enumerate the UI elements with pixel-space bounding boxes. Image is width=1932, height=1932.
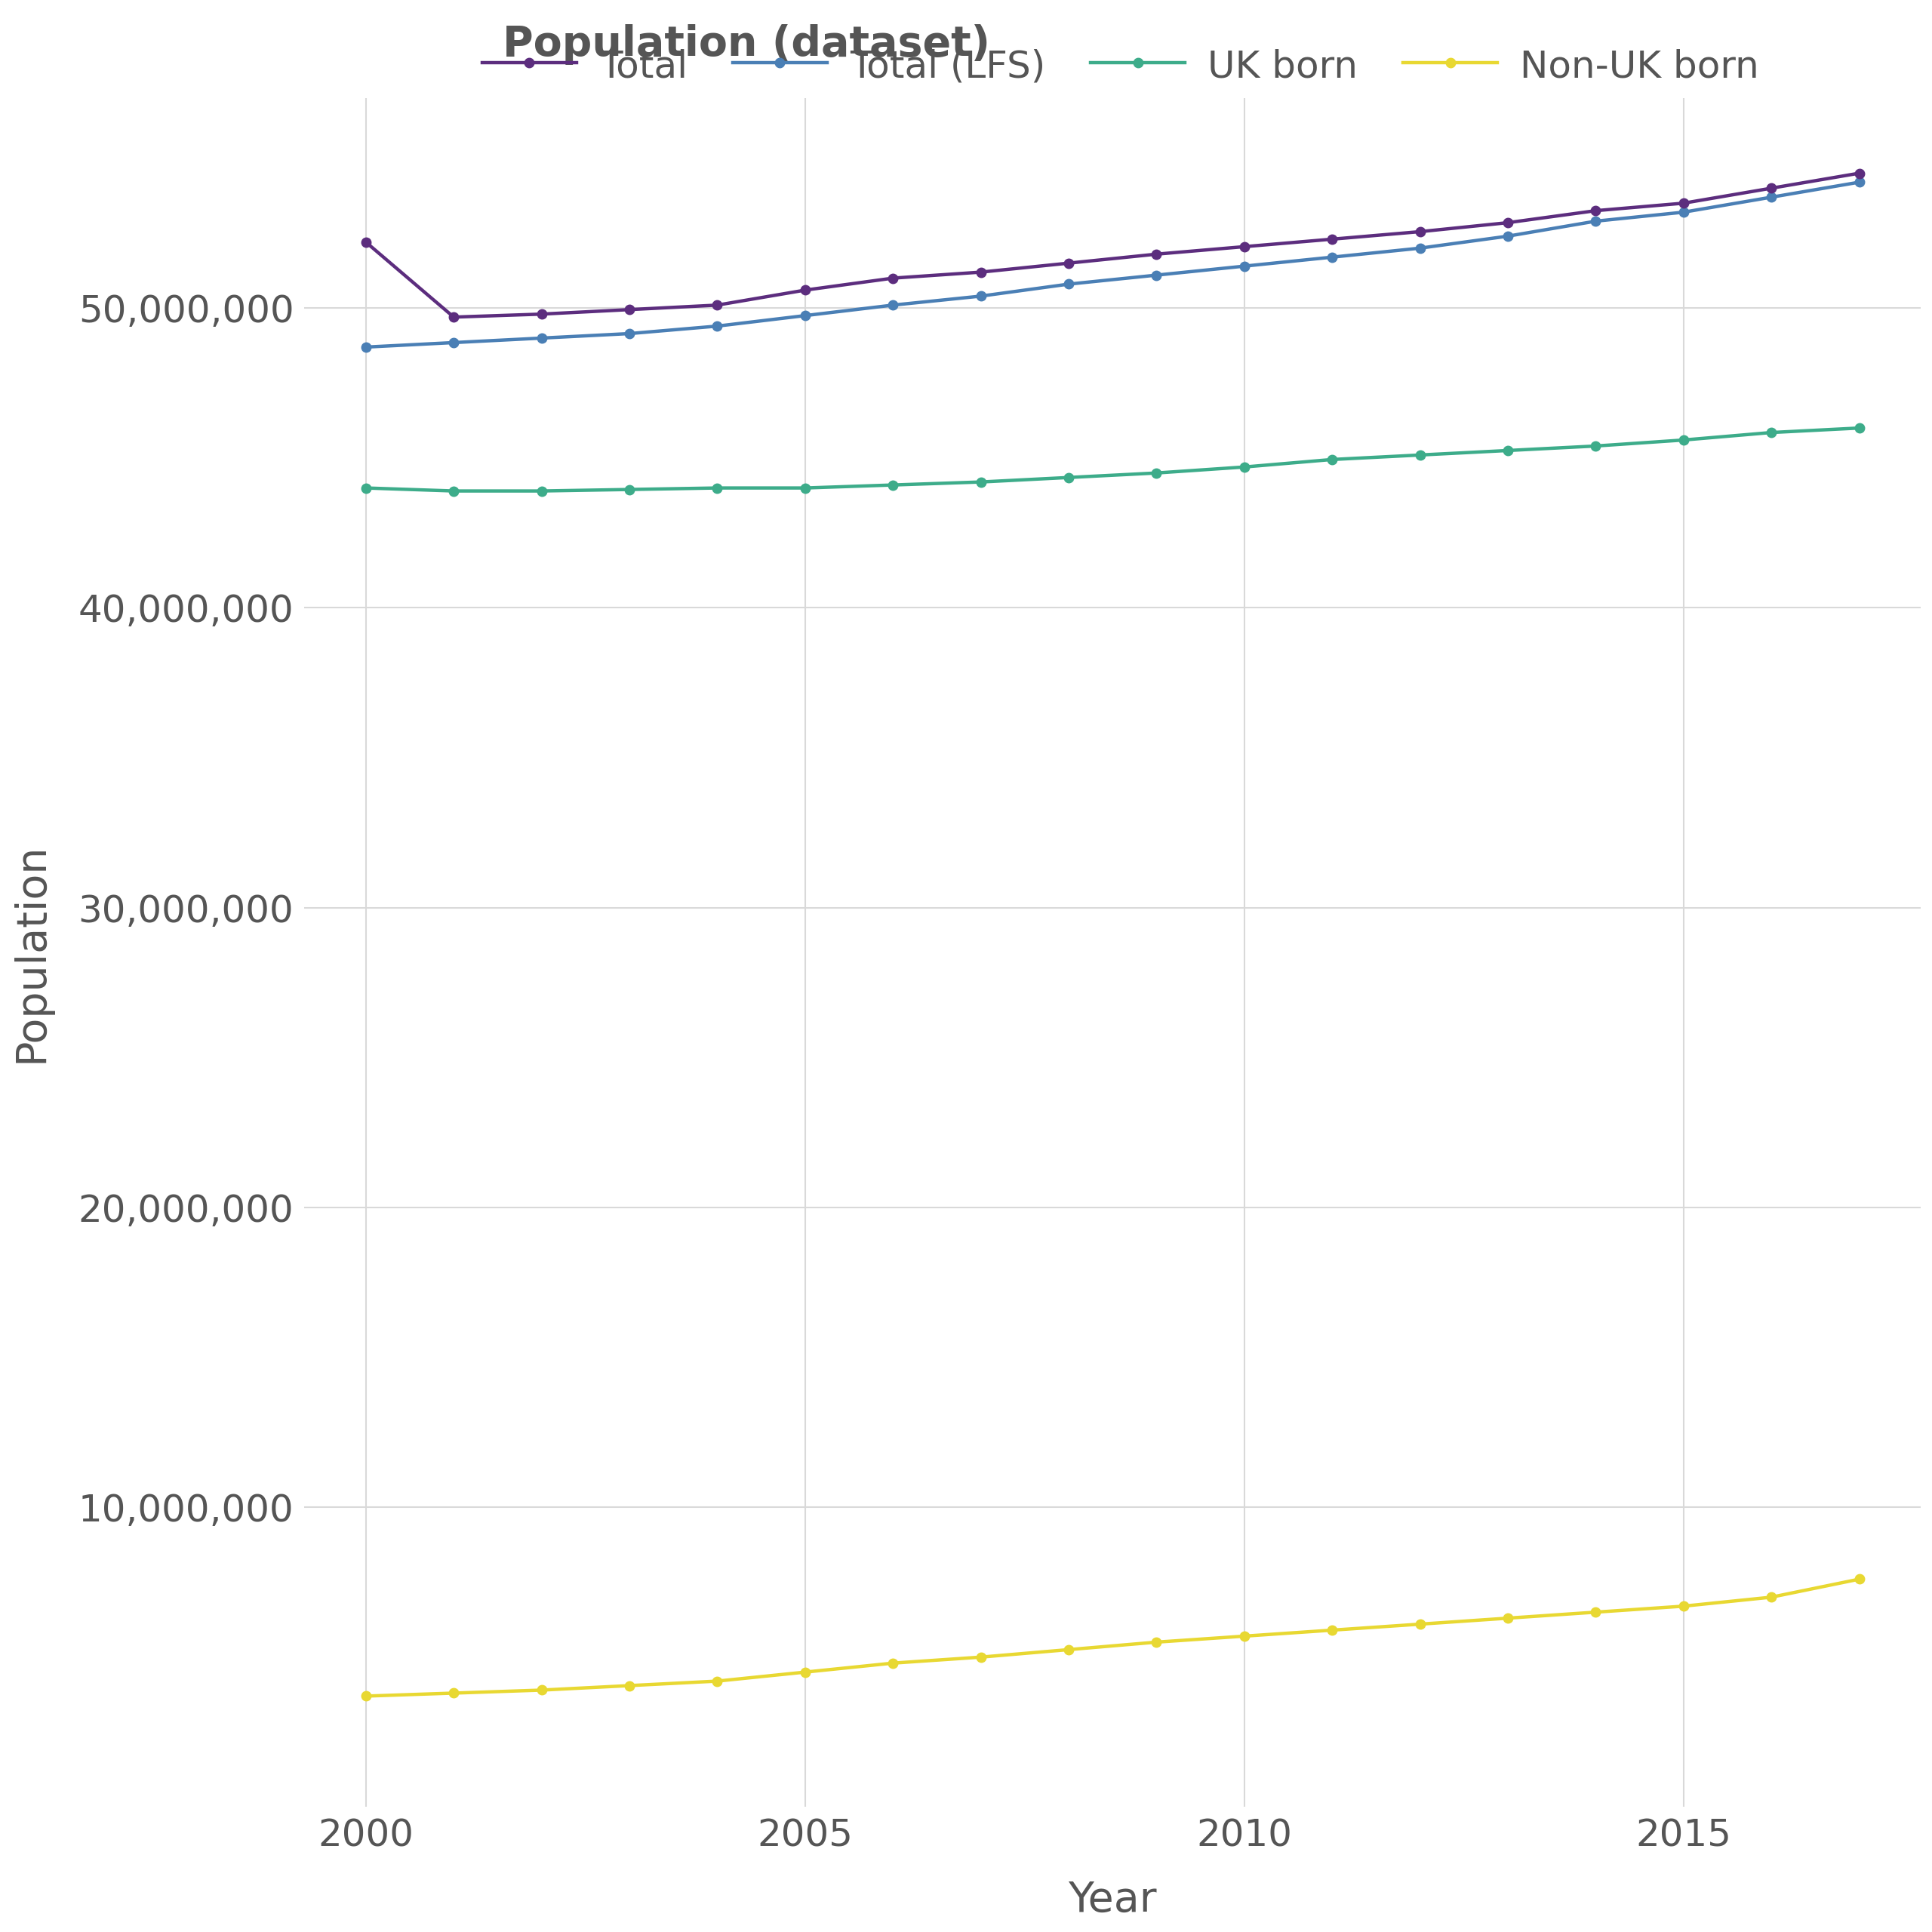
Total (LFS) [529,327,553,350]
Total (LFS) [1146,263,1169,286]
Non-UK born [705,1669,728,1692]
Total [1584,199,1607,222]
Legend: Total, Total (LFS), UK born, Non-UK born: Total, Total (LFS), UK born, Non-UK born [483,48,1758,85]
Total (LFS) [442,330,466,354]
Non-UK born [1847,1567,1870,1590]
Total [1146,243,1169,267]
UK born [1847,417,1870,440]
Total [970,261,993,284]
Non-UK born [618,1673,641,1696]
UK born [705,477,728,500]
UK born [1408,444,1432,468]
UK born [794,477,817,500]
Total [1495,211,1519,234]
Total (LFS) [1495,224,1519,247]
Total (LFS) [794,303,817,327]
UK born [618,477,641,500]
Total [794,278,817,301]
UK born [970,469,993,493]
Non-UK born [970,1646,993,1669]
Non-UK born [794,1660,817,1683]
Total [354,230,377,253]
Y-axis label: Population: Population [12,842,52,1063]
Non-UK born [1057,1638,1080,1662]
Total (LFS) [970,284,993,307]
X-axis label: Year: Year [1068,1880,1157,1920]
Total (LFS) [1847,170,1870,193]
Total (LFS) [354,336,377,359]
Total (LFS) [1408,236,1432,259]
UK born [1321,448,1345,471]
Total [705,294,728,317]
Total [1760,176,1783,199]
Total (LFS) [1584,209,1607,232]
Total (LFS) [1321,245,1345,269]
UK born [1146,462,1169,485]
Line: Total: Total [361,168,1864,323]
UK born [881,473,904,497]
Total (LFS) [618,323,641,346]
UK born [1760,421,1783,444]
Line: UK born: UK born [361,423,1864,497]
Non-UK born [1671,1594,1694,1617]
UK born [1495,439,1519,462]
Total (LFS) [1233,255,1256,278]
Non-UK born [1233,1625,1256,1648]
Non-UK born [442,1681,466,1704]
Non-UK born [1495,1607,1519,1631]
Non-UK born [881,1652,904,1675]
UK born [354,477,377,500]
Total [618,298,641,321]
Total (LFS) [881,294,904,317]
Line: Total (LFS): Total (LFS) [361,178,1864,352]
Non-UK born [1584,1600,1607,1623]
Non-UK born [529,1679,553,1702]
UK born [1584,435,1607,458]
Total (LFS) [1671,201,1694,224]
Total [881,267,904,290]
Total (LFS) [1760,185,1783,209]
Line: Non-UK born: Non-UK born [361,1575,1864,1700]
UK born [1057,466,1080,489]
UK born [1671,429,1694,452]
UK born [442,479,466,502]
Total [1057,251,1080,274]
Total (LFS) [705,315,728,338]
Text: Population (dataset): Population (dataset) [502,23,989,66]
Non-UK born [1760,1586,1783,1609]
Non-UK born [1146,1631,1169,1654]
Non-UK born [1408,1613,1432,1636]
Total [1671,191,1694,214]
Total [1321,228,1345,251]
Total [529,303,553,327]
UK born [1233,456,1256,479]
Total [1408,220,1432,243]
Total (LFS) [1057,272,1080,296]
UK born [529,479,553,502]
Total [1847,162,1870,185]
Non-UK born [354,1685,377,1708]
Non-UK born [1321,1619,1345,1642]
Total [1233,236,1256,259]
Total [442,305,466,328]
